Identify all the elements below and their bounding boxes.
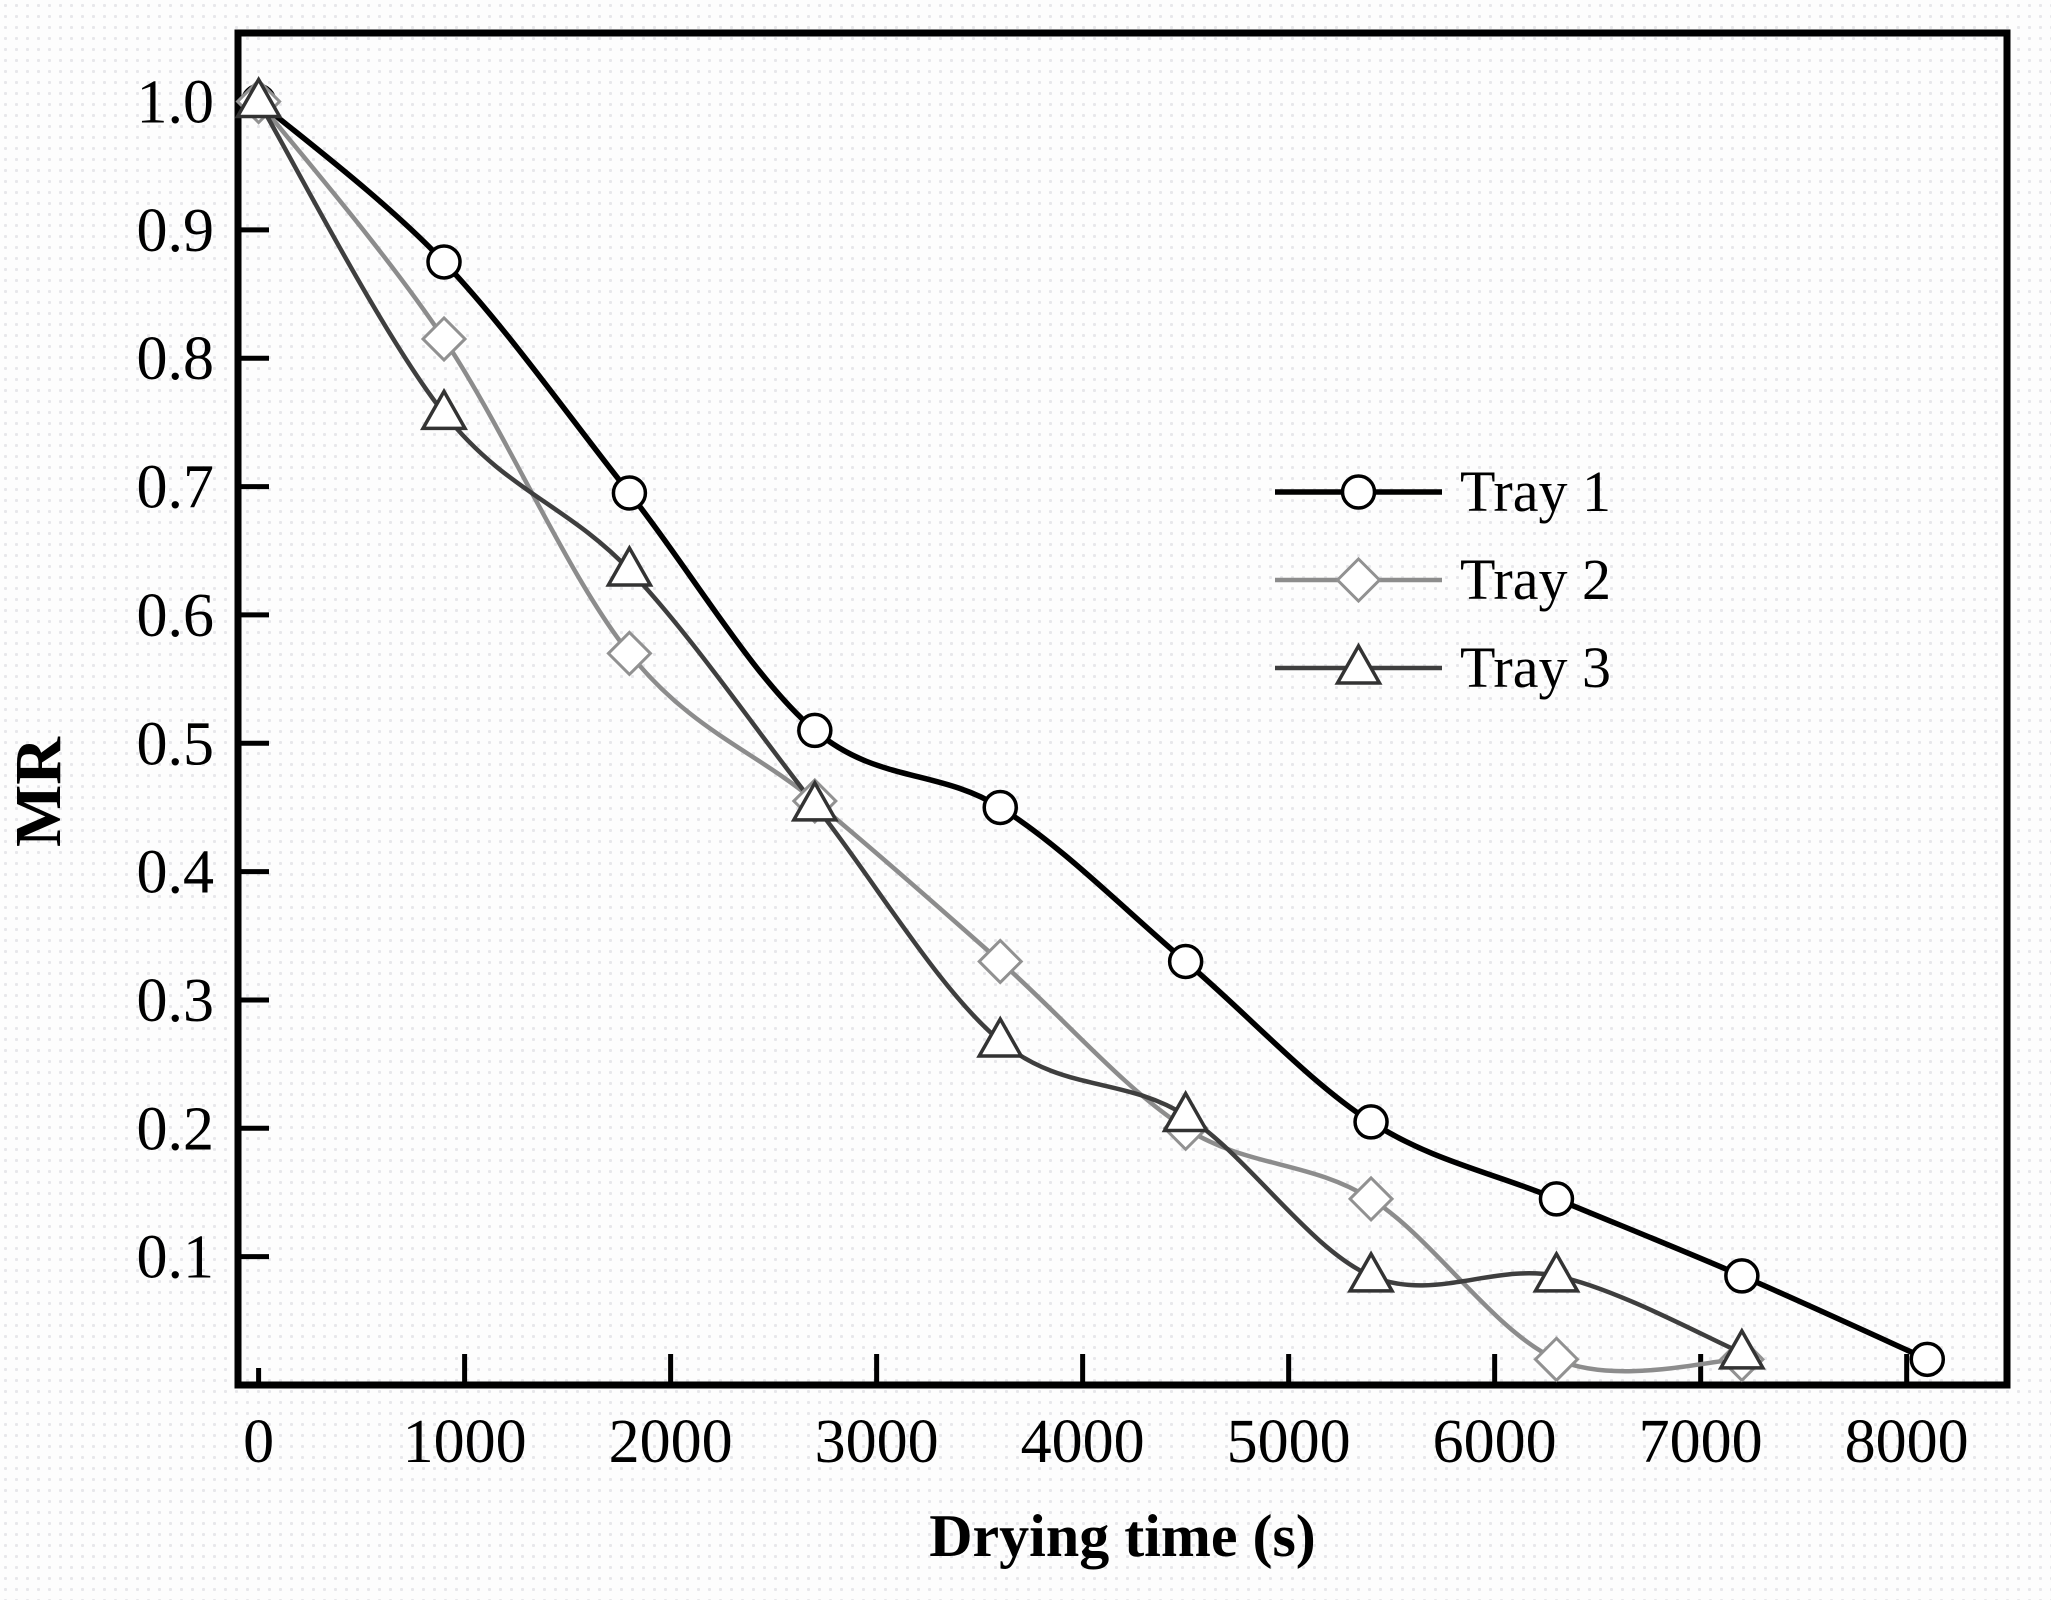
x-axis-title: Drying time (s) (929, 1503, 1316, 1569)
y-axis-title: MR (2, 736, 75, 847)
x-tick-label: 3000 (815, 1408, 939, 1476)
legend-label: Tray 3 (1460, 635, 1611, 700)
y-tick-label: 0.9 (137, 197, 215, 265)
legend-label: Tray 2 (1460, 547, 1611, 612)
tray-3-marker (976, 1015, 1025, 1058)
tray-1-marker (611, 475, 648, 511)
tray-1-marker (1538, 1181, 1575, 1217)
tray-3-marker (1161, 1089, 1210, 1133)
x-tick-label: 5000 (1227, 1408, 1351, 1476)
y-tick-label: 0.3 (137, 967, 215, 1035)
x-tick-label: 8000 (1845, 1408, 1969, 1476)
tray-1-marker (797, 712, 833, 749)
line-triangle-marker-icon (1334, 642, 1383, 685)
x-tick-label: 6000 (1433, 1408, 1557, 1476)
y-tick-label: 0.2 (137, 1095, 215, 1163)
tray-3-marker (1532, 1250, 1581, 1293)
x-tick-label: 2000 (609, 1408, 733, 1476)
x-tick-label: 7000 (1639, 1408, 1763, 1476)
tray-1-marker (426, 244, 462, 280)
tray-3-marker (605, 544, 654, 587)
y-tick-label: 0.7 (137, 454, 215, 522)
y-tick-label: 1.0 (137, 69, 215, 137)
legend-label: Tray 1 (1460, 459, 1611, 524)
tray-2-line (256, 99, 1745, 1374)
line-diamond-marker-icon (1335, 556, 1382, 604)
x-tick-label: 4000 (1021, 1408, 1145, 1476)
tray-2-marker (977, 938, 1024, 985)
x-tick-label: 0 (243, 1408, 274, 1476)
tray-1-marker (982, 789, 1018, 826)
x-tick-label: 1000 (403, 1408, 527, 1476)
tray-1-marker (1353, 1104, 1389, 1140)
tray-3-marker (1347, 1250, 1396, 1293)
tray-2-marker (606, 630, 653, 677)
line-circle-marker-icon (1340, 474, 1377, 510)
tray-3-marker (1717, 1327, 1766, 1370)
tray-2-marker (420, 315, 468, 363)
y-tick-label: 0.5 (137, 710, 215, 778)
tray-3-marker (790, 779, 839, 822)
tray-1-marker (1724, 1258, 1760, 1294)
tray-3-marker (420, 387, 469, 431)
tray-1-marker (1909, 1341, 1946, 1378)
tray-3-marker (234, 75, 283, 119)
tray-1-marker (1167, 943, 1204, 980)
y-tick-label: 0.4 (137, 839, 215, 907)
tray-1-line (255, 98, 1931, 1363)
plot-border (234, 29, 2011, 1389)
y-tick-label: 0.1 (137, 1224, 215, 1292)
tray-2-marker (1347, 1175, 1395, 1223)
y-tick-label: 0.8 (137, 325, 215, 393)
tray-2-marker (1533, 1336, 1580, 1383)
tray-3-line (256, 99, 1745, 1356)
y-tick-label: 0.6 (137, 582, 215, 650)
